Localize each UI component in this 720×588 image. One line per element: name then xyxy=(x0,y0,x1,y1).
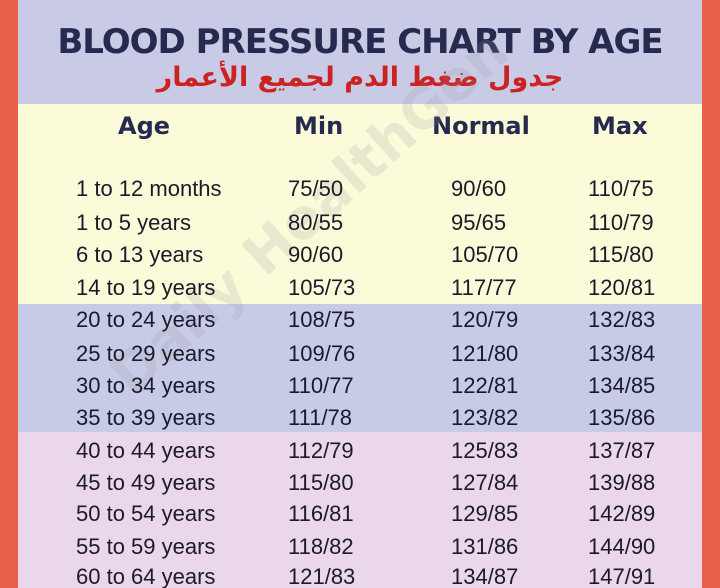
band-older-adults xyxy=(18,432,702,588)
min-cell: 116/81 xyxy=(288,501,354,526)
min-cell: 90/60 xyxy=(288,242,344,267)
normal-cell: 127/84 xyxy=(451,470,519,495)
table-row: 60 to 64 years 121/83 134/87 147/91 xyxy=(18,560,702,588)
max-cell: 134/85 xyxy=(588,373,656,398)
age-cell: 6 to 13 years xyxy=(76,242,204,267)
max-cell: 135/86 xyxy=(588,405,656,430)
max-cell: 120/81 xyxy=(588,275,656,300)
max-cell: 137/87 xyxy=(588,438,656,463)
table-row: 40 to 44 years 112/79 125/83 137/87 xyxy=(18,434,702,466)
min-cell: 75/50 xyxy=(288,176,344,201)
max-cell: 110/75 xyxy=(588,176,654,201)
table-row: 45 to 49 years 115/80 127/84 139/88 xyxy=(18,466,702,498)
age-cell: 1 to 12 months xyxy=(76,176,222,201)
min-cell: 108/75 xyxy=(288,307,356,332)
min-cell: 110/77 xyxy=(288,373,354,398)
table-row: 1 to 5 years 80/55 95/65 110/79 xyxy=(18,206,702,238)
max-cell: 139/88 xyxy=(588,470,656,495)
table-row: 20 to 24 years 108/75 120/79 132/83 xyxy=(18,303,702,335)
chart-card: BLOOD PRESSURE CHART BY AGE جدول ضغط الد… xyxy=(18,0,702,588)
column-header-min: Min xyxy=(294,112,344,140)
page-subtitle-arabic: جدول ضغط الدم لجميع الأعمار xyxy=(156,62,564,93)
table-row: 55 to 59 years 118/82 131/86 144/90 xyxy=(18,530,702,562)
table-row: 30 to 34 years 110/77 122/81 134/85 xyxy=(18,369,702,401)
min-cell: 105/73 xyxy=(288,275,356,300)
table-row: 50 to 54 years 116/81 129/85 142/89 xyxy=(18,497,702,529)
page-title: BLOOD PRESSURE CHART BY AGE xyxy=(57,22,663,62)
table-row: 6 to 13 years 90/60 105/70 115/80 xyxy=(18,238,702,270)
max-cell: 115/80 xyxy=(588,242,654,267)
normal-cell: 120/79 xyxy=(451,307,519,332)
age-cell: 40 to 44 years xyxy=(76,438,216,463)
age-cell: 1 to 5 years xyxy=(76,210,191,235)
column-header-max: Max xyxy=(592,112,648,140)
age-cell: 35 to 39 years xyxy=(76,405,216,430)
age-cell: 20 to 24 years xyxy=(76,307,216,332)
normal-cell: 121/80 xyxy=(451,341,519,366)
table-row: 14 to 19 years 105/73 117/77 120/81 xyxy=(18,271,702,303)
normal-cell: 131/86 xyxy=(451,534,519,559)
band-young-adults xyxy=(18,304,702,432)
normal-cell: 134/87 xyxy=(451,564,519,588)
normal-cell: 125/83 xyxy=(451,438,519,463)
band-children-teens xyxy=(18,104,702,304)
column-header-normal: Normal xyxy=(432,112,530,140)
normal-cell: 123/82 xyxy=(451,405,519,430)
max-cell: 147/91 xyxy=(588,564,656,588)
normal-cell: 129/85 xyxy=(451,501,519,526)
max-cell: 144/90 xyxy=(588,534,656,559)
min-cell: 112/79 xyxy=(288,438,354,463)
min-cell: 109/76 xyxy=(288,341,356,366)
normal-cell: 122/81 xyxy=(451,373,519,398)
age-cell: 45 to 49 years xyxy=(76,470,216,495)
table-row: 35 to 39 years 111/78 123/82 135/86 xyxy=(18,401,702,433)
table-row: 1 to 12 months 75/50 90/60 110/75 xyxy=(18,172,702,204)
age-cell: 30 to 34 years xyxy=(76,373,216,398)
max-cell: 132/83 xyxy=(588,307,656,332)
max-cell: 110/79 xyxy=(588,210,654,235)
normal-cell: 105/70 xyxy=(451,242,519,267)
table-row: 25 to 29 years 109/76 121/80 133/84 xyxy=(18,337,702,369)
header-band: BLOOD PRESSURE CHART BY AGE جدول ضغط الد… xyxy=(18,0,702,104)
normal-cell: 90/60 xyxy=(451,176,507,201)
age-cell: 14 to 19 years xyxy=(76,275,216,300)
min-cell: 111/78 xyxy=(288,405,353,430)
table-body: 1 to 12 months 75/50 90/60 110/75 1 to 5 yea… xyxy=(18,0,702,588)
min-cell: 115/80 xyxy=(288,470,354,495)
normal-cell: 95/65 xyxy=(451,210,507,235)
min-cell: 121/83 xyxy=(288,564,356,588)
min-cell: 118/82 xyxy=(288,534,354,559)
max-cell: 142/89 xyxy=(588,501,656,526)
age-cell: 60 to 64 years xyxy=(76,564,216,588)
age-cell: 50 to 54 years xyxy=(76,501,216,526)
age-cell: 25 to 29 years xyxy=(76,341,216,366)
max-cell: 133/84 xyxy=(588,341,656,366)
normal-cell: 117/77 xyxy=(451,275,517,300)
min-cell: 80/55 xyxy=(288,210,344,235)
column-header-age: Age xyxy=(118,112,171,140)
age-cell: 55 to 59 years xyxy=(76,534,216,559)
